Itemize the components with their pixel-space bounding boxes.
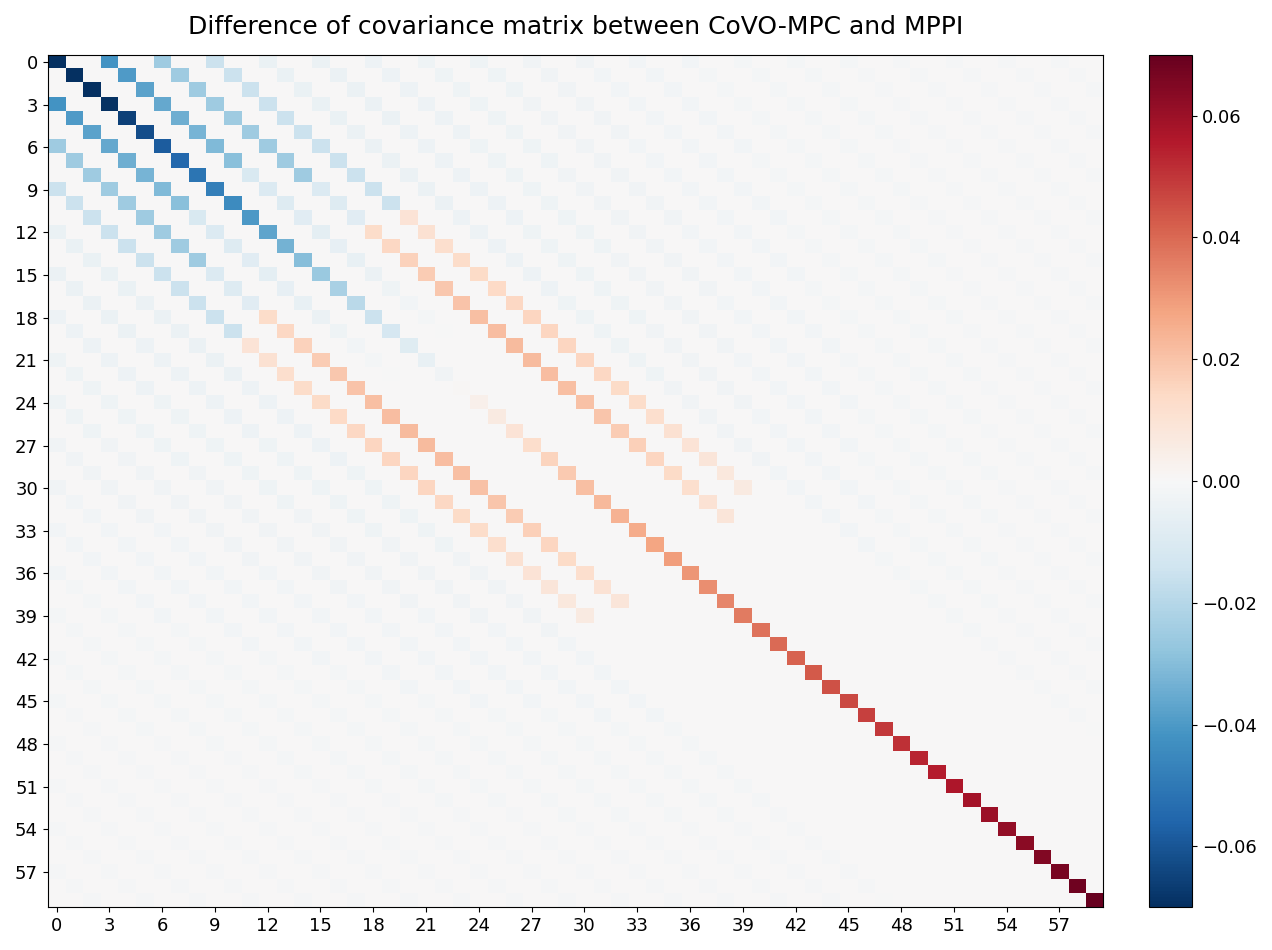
Title: Difference of covariance matrix between CoVO-MPC and MPPI: Difference of covariance matrix between … bbox=[188, 15, 963, 39]
